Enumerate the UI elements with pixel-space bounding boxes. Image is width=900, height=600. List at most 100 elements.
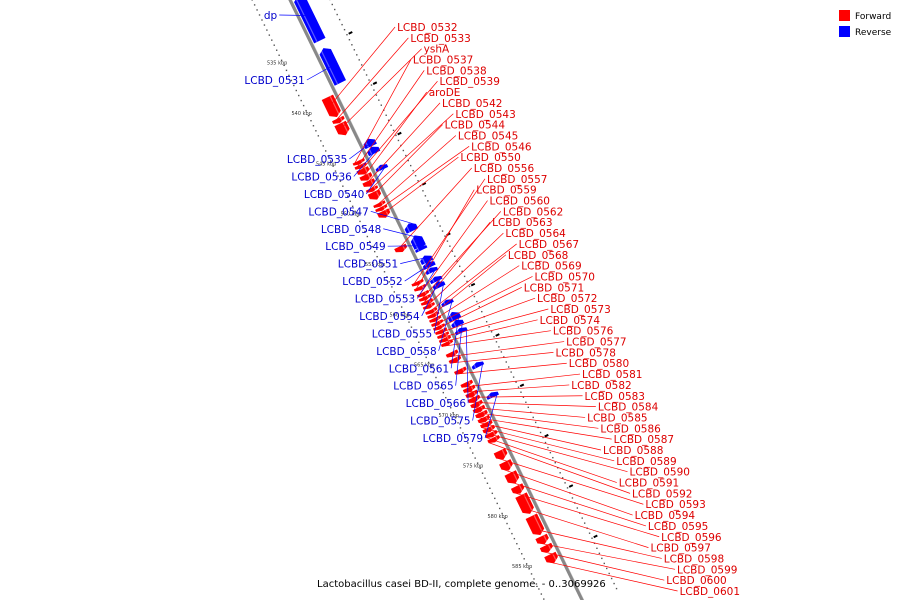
tick-dot xyxy=(472,452,474,454)
tick-dot xyxy=(295,89,297,92)
tick-dot xyxy=(493,336,495,338)
tick-dot xyxy=(359,220,361,223)
reverse-leader-line xyxy=(438,299,453,351)
tick-dot xyxy=(351,205,354,208)
tick-dot xyxy=(307,114,310,117)
kbp-tick-mark xyxy=(421,182,427,186)
tick-dot xyxy=(476,300,478,303)
tick-dot xyxy=(373,89,375,91)
tick-dot xyxy=(403,311,405,313)
tick-dot xyxy=(396,296,398,298)
gene-highlight xyxy=(507,460,513,470)
gene-highlight xyxy=(433,308,436,313)
tick-dot xyxy=(378,99,380,101)
reverse-gene-label: LCBD_0536 xyxy=(291,171,352,183)
tick-dot xyxy=(491,492,494,495)
gene-highlight xyxy=(512,471,519,483)
tick-dot xyxy=(288,74,290,77)
tick-dot xyxy=(423,351,425,354)
reverse-gene-lcbd-0561 xyxy=(447,311,462,323)
reverse-leader-line xyxy=(383,228,423,239)
forward-gene-lcbd-0538 xyxy=(354,161,367,170)
tick-dot xyxy=(364,230,366,233)
reverse-leader-line xyxy=(370,210,417,225)
reverse-gene-dp xyxy=(294,0,326,44)
tick-dot xyxy=(329,160,332,162)
tick-dot xyxy=(481,472,484,474)
kbp-tick-mark xyxy=(372,81,378,85)
reverse-gene-label: LCBD_0561 xyxy=(389,363,449,375)
tick-dot xyxy=(392,129,395,132)
forward-gene-label: LCBD_0567 xyxy=(519,239,579,251)
tick-dot xyxy=(532,416,534,419)
forward-gene-lcbd-0597 xyxy=(515,492,534,514)
reverse-gene-label: LCBD_0566 xyxy=(406,398,467,410)
gene-highlight xyxy=(461,367,466,373)
reverse-gene-label: LCBD_0555 xyxy=(372,328,432,340)
forward-gene-lcbd-0591 xyxy=(484,429,498,439)
gene-highlight xyxy=(381,201,384,206)
tick-dot xyxy=(503,517,506,520)
forward-gene-label: LCBD_0571 xyxy=(524,282,584,294)
gene-highlight xyxy=(385,209,390,217)
forward-gene-label: LCBD_0591 xyxy=(619,478,679,490)
forward-leader-line xyxy=(353,59,412,166)
forward-gene-label: LCBD_0595 xyxy=(648,521,708,533)
tick-dot xyxy=(522,396,525,398)
tick-dot xyxy=(561,477,564,479)
tick-dot xyxy=(539,431,542,434)
forward-gene-arode xyxy=(359,172,373,181)
tick-dot xyxy=(598,552,601,555)
tick-dot xyxy=(476,462,479,464)
tick-dot xyxy=(324,150,327,152)
forward-gene-label: LCBD_0544 xyxy=(445,120,506,132)
tick-dot xyxy=(383,271,386,273)
forward-leader-line xyxy=(519,506,649,548)
forward-gene-label: LCBD_0559 xyxy=(476,185,536,197)
tick-dot xyxy=(365,74,368,76)
tick-dot xyxy=(468,285,471,288)
forward-gene-label: LCBD_0581 xyxy=(582,369,642,381)
tick-dot xyxy=(445,396,447,399)
forward-gene-label: LCBD_0550 xyxy=(460,152,520,164)
tick-dot xyxy=(456,260,458,262)
reverse-gene-lcbd-0549 xyxy=(415,245,428,253)
tick-dot xyxy=(258,14,261,16)
gene-highlight xyxy=(320,49,339,85)
gene-highlight xyxy=(427,269,431,274)
gene-highlight xyxy=(375,190,381,199)
forward-leader-line xyxy=(417,200,488,298)
tick-dot xyxy=(315,130,317,132)
tick-dot xyxy=(466,280,468,283)
reverse-gene-lcbd-0547 xyxy=(404,223,419,234)
forward-gene-label: LCBD_0574 xyxy=(540,315,601,327)
reverse-leader-line xyxy=(279,14,315,16)
tick-dot xyxy=(457,422,459,424)
gene-highlight xyxy=(339,117,343,122)
tick-dot xyxy=(478,305,481,308)
gene-highlight xyxy=(448,340,452,345)
gene-highlight xyxy=(364,140,369,148)
forward-leader-line xyxy=(466,395,583,398)
tick-dot xyxy=(603,562,605,565)
tick-dot xyxy=(393,291,396,293)
kbp-tick-mark xyxy=(348,31,353,35)
forward-gene-label: LCBD_0589 xyxy=(616,456,676,468)
tick-dot xyxy=(449,245,451,247)
gene-highlight xyxy=(478,401,482,406)
kbp-tick-label: 540 kbp xyxy=(291,111,311,117)
reverse-leader-line xyxy=(306,62,338,81)
gene-highlight xyxy=(533,514,544,534)
tick-dot xyxy=(559,472,561,474)
tick-dot xyxy=(471,290,473,293)
tick-dot xyxy=(415,336,418,338)
tick-dot xyxy=(347,195,349,197)
tick-dot xyxy=(360,64,363,66)
tick-dot xyxy=(503,356,505,358)
forward-gene-label: LCBD_0576 xyxy=(553,326,614,338)
tick-dot xyxy=(489,487,491,490)
tick-dot xyxy=(521,553,523,555)
tick-dot xyxy=(576,507,579,509)
forward-leader-line xyxy=(360,91,428,181)
tick-dot xyxy=(467,442,469,444)
